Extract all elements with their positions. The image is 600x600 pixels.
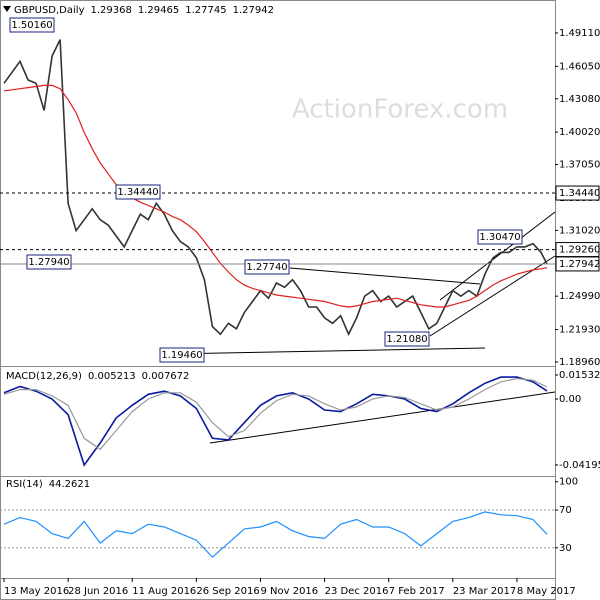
collapse-icon (3, 6, 11, 12)
annotation: 1.50160 (11, 20, 52, 31)
y-tick-label: 0.00 (559, 394, 581, 405)
annotation: 1.30470 (479, 232, 520, 243)
x-tick-label: 28 Jun 2016 (68, 586, 128, 597)
panel-header: RSI(14) 44.2621 (6, 479, 90, 490)
series-line (3, 511, 548, 559)
header-value: 1.27942 (233, 5, 274, 16)
panel-title: MACD(12,26,9) (6, 371, 82, 382)
series-line (3, 377, 548, 451)
level-box (555, 185, 600, 201)
annotation: 1.27940 (28, 257, 69, 268)
annotation: 1.21080 (386, 334, 427, 345)
y-tick-label: 1.43080 (559, 94, 600, 105)
y-tick-label: 1.21930 (559, 325, 600, 336)
panel-title: RSI(14) (6, 479, 43, 490)
annotation: 1.27740 (246, 262, 287, 273)
header-value: 44.2621 (49, 479, 90, 490)
header-value: 0.007672 (142, 371, 190, 382)
panel-title: GBPUSD,Daily (14, 5, 85, 16)
x-tick-label: 13 May 2016 (4, 586, 69, 597)
y-tick-label: 30 (559, 543, 572, 554)
level-label: 1.34440 (559, 188, 600, 199)
annotation: 1.34440 (117, 187, 158, 198)
x-tick-label: 11 Aug 2016 (132, 586, 196, 597)
y-tick-label: 1.46050 (559, 61, 600, 72)
header-value: 1.29368 (91, 5, 132, 16)
level-label: 1.29260 (559, 245, 600, 256)
y-tick-label: 0.015325 (559, 370, 600, 381)
level-box (555, 256, 600, 272)
y-tick-label: 70 (559, 505, 572, 516)
y-tick-label: 100 (559, 477, 578, 488)
header-value: 1.29465 (138, 5, 179, 16)
y-tick-label: 1.49110 (559, 28, 600, 39)
y-tick-label: -0.041957 (559, 460, 600, 471)
annotation: 1.19460 (161, 350, 202, 361)
x-tick-label: 23 Dec 2016 (325, 586, 389, 597)
x-tick-label: 7 Feb 2017 (389, 586, 445, 597)
watermark: ActionForex.com (292, 95, 508, 125)
x-tick-label: 8 May 2017 (517, 586, 576, 597)
y-tick-label: 1.24990 (559, 291, 600, 302)
header-value: 0.005213 (88, 371, 136, 382)
x-tick-label: 26 Sep 2016 (196, 586, 259, 597)
trend-lines (169, 211, 556, 444)
level-label: 1.27942 (559, 259, 600, 270)
header-value: 1.27745 (185, 5, 226, 16)
panel-header: GBPUSD,Daily 1.29368 1.29465 1.27745 1.27942 (14, 5, 274, 16)
y-tick-label: 1.18960 (559, 357, 600, 368)
y-tick-label: 1.37050 (559, 160, 600, 171)
x-tick-label: 9 Nov 2016 (260, 586, 318, 597)
series-line (3, 84, 548, 308)
series-line (3, 39, 548, 337)
y-tick-label: 1.31020 (559, 225, 600, 236)
series-line (3, 376, 548, 467)
x-tick-label: 23 Mar 2017 (453, 586, 516, 597)
annotations: 1.50160 1.34440 1.27940 1.27740 1.30470 … (9, 17, 523, 363)
panel-header: MACD(12,26,9) 0.005213 0.007672 (6, 371, 189, 382)
y-tick-label: 1.40020 (559, 127, 600, 138)
